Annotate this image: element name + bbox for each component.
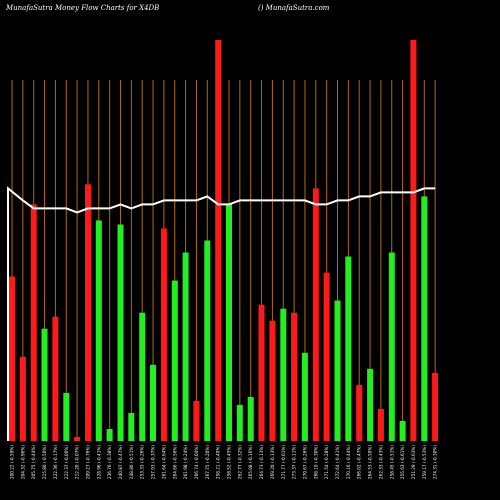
x-tick-label: 253.33 (-0.26%) <box>140 445 145 479</box>
bar <box>269 320 276 441</box>
bar <box>128 412 135 441</box>
x-tick-label: 255.63 (-0.61%) <box>400 445 405 479</box>
x-tick-label: 264.73 (-0.13%) <box>259 445 264 479</box>
x-tick-label: 251.29 (-0.63%) <box>411 445 416 479</box>
x-tick-label: 270.67 (-0.26%) <box>302 445 307 479</box>
x-tick-label: 236.76 (-0.38%) <box>107 445 112 479</box>
bar <box>19 356 26 441</box>
x-tick-label: 265.08 (-0.16%) <box>248 445 253 479</box>
x-tick-label: 259.17 (-0.53%) <box>422 445 427 479</box>
x-tick-label: 257.93 (-0.37%) <box>151 445 156 479</box>
x-tick-label: 273.37 (-0.11%) <box>292 445 297 479</box>
bar <box>171 280 178 441</box>
x-tick-label: 209.27 (-0.76%) <box>85 445 90 479</box>
bar <box>85 184 91 441</box>
bar <box>150 364 156 441</box>
x-tick-labels: 200.22 (-0.59%) 204.32 (-0.96%) 205.75 (-0… <box>10 445 438 479</box>
x-tick-label: 274.31 (-0.30%) <box>433 445 438 479</box>
x-tick-label: 205.75 (-0.44%) <box>31 445 36 479</box>
bar <box>226 204 232 441</box>
chart-title: MunafaSutra Money Flow Charts for X4DB <box>6 4 160 12</box>
x-tick-label: 228.96 (-0.41%) <box>96 445 101 479</box>
bar <box>301 352 308 441</box>
bar <box>95 220 102 441</box>
bar <box>432 372 439 441</box>
x-tick-label: 200.22 (-0.59%) <box>10 445 15 479</box>
x-tick-label: 272.64 (-0.41%) <box>335 445 340 479</box>
x-tick-label: 258.45 (-0.51%) <box>389 445 394 479</box>
x-tick-label: 264.53 (-0.50%) <box>368 445 373 479</box>
bar <box>247 396 254 441</box>
bar <box>236 404 243 441</box>
bar <box>193 400 200 441</box>
bar <box>139 312 146 441</box>
x-tick-label: 248.86 (-0.51%) <box>129 445 134 479</box>
x-tick-label: 222.36 (-0.17%) <box>53 445 58 479</box>
bar <box>356 384 363 441</box>
bar <box>41 328 48 441</box>
bar <box>30 204 37 441</box>
x-tick-label: 222.37 (-0.00%) <box>64 445 69 479</box>
bar <box>280 308 287 441</box>
bar <box>204 240 211 441</box>
bar <box>52 316 59 441</box>
x-tick-label: 262.77 (-0.32%) <box>237 445 242 479</box>
x-tick-label: 271.54 (-0.28%) <box>324 445 329 479</box>
x-tick-label: 261.64 (-0.64%) <box>161 445 166 479</box>
bar <box>160 228 167 441</box>
price-line-layer <box>7 186 436 441</box>
bar <box>291 312 298 441</box>
x-tick-label: 266.02 (-0.47%) <box>357 445 362 479</box>
bar <box>258 304 265 441</box>
bar <box>410 40 417 441</box>
x-tick-label: 264.66 (-0.56%) <box>172 445 177 479</box>
x-tick-label: 267.75 (-0.20%) <box>205 445 210 479</box>
bar <box>367 368 374 441</box>
x-tick-label: 212.20 (-0.07%) <box>75 445 80 479</box>
x-tick-label: 261.98 (-0.24%) <box>183 445 188 479</box>
bar <box>312 188 319 441</box>
site-credit: () MunafaSutra.com <box>258 4 330 12</box>
bar <box>63 392 70 441</box>
x-tick-label: 240.87 (-0.47%) <box>118 445 123 479</box>
x-tick-label: 258.52 (-0.45%) <box>227 445 232 479</box>
x-tick-label: 270.16 (-0.44%) <box>346 445 351 479</box>
x-tick-label: 215.80 (-0.50%) <box>42 445 47 479</box>
price-line <box>7 186 436 441</box>
bar <box>117 224 124 441</box>
bar <box>334 300 341 441</box>
x-tick-label: 268.10 (-0.30%) <box>313 445 318 479</box>
x-tick-label: 266.74 (-0.04%) <box>194 445 199 479</box>
bar <box>377 408 384 441</box>
x-tick-label: 258.21 (-0.40%) <box>216 445 221 479</box>
bar <box>399 420 406 441</box>
bar <box>323 272 330 441</box>
bar <box>74 437 81 441</box>
bar <box>421 196 428 441</box>
x-tick-label: 269.20 (-0.13%) <box>270 445 275 479</box>
bar <box>388 252 395 441</box>
bar <box>9 276 15 441</box>
bars <box>9 40 439 441</box>
bar <box>182 252 189 441</box>
bar <box>345 256 352 441</box>
x-tick-label: 204.32 (-0.96%) <box>20 445 25 479</box>
x-tick-label: 271.77 (-0.01%) <box>281 445 286 479</box>
bar <box>106 429 113 441</box>
x-tick-label: 262.33 (-0.43%) <box>378 445 383 479</box>
bar <box>215 40 222 441</box>
